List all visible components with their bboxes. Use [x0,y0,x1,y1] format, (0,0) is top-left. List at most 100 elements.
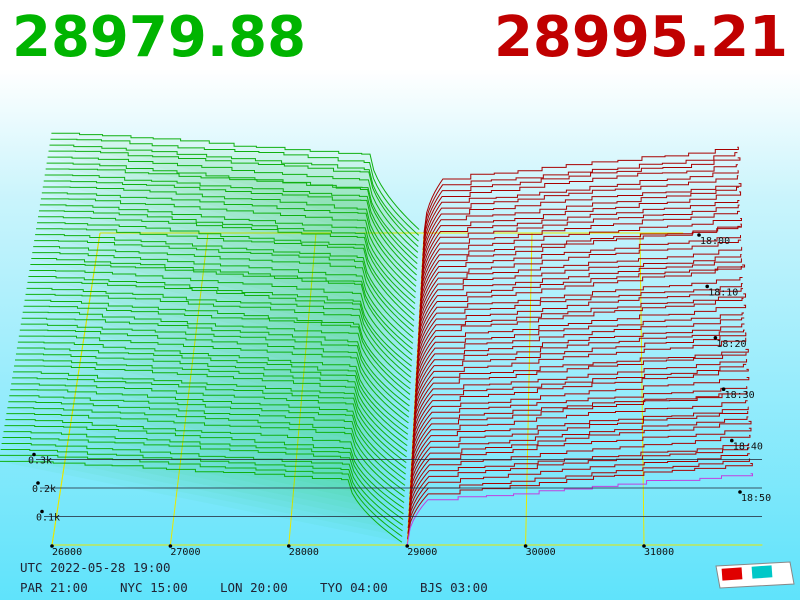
depth-label: 0.1k [36,513,60,524]
ask-depth-line [416,276,743,358]
bid-depth-line [11,383,407,469]
bid-depth-line [3,431,404,515]
ask-depth-line [410,400,748,478]
bid-depth-line [51,132,420,230]
ask-depth-line [417,264,746,347]
ask-depth-line [418,253,742,336]
depth-lines [0,132,754,546]
ask-depth-line [423,152,738,239]
time-tick [713,336,718,340]
ask-depth-line [413,337,747,421]
price-grid-line [169,232,209,546]
ask-depth-line [416,283,743,364]
ask-depth-line [418,246,743,330]
bid-depth-line [12,377,407,464]
bid-depth-line [49,144,419,242]
zone-time: NYC 15:00 [120,580,188,595]
ask-depth-line [415,293,747,375]
price-tick [287,544,291,548]
bid-depth-line [8,401,406,486]
ask-depth-line [410,391,748,472]
time-label: 18:30 [725,390,755,401]
bid-depth-line [15,353,408,441]
bid-depth-line [20,323,410,412]
price-tick [523,544,528,548]
ask-depth-line [409,420,752,500]
ask-depth-line [419,218,742,302]
bid-depth-line [0,460,403,543]
bid-depth-line [36,228,415,321]
time-tick [697,233,701,237]
ask-depth-line [423,146,739,234]
ask-depth-line [417,266,743,353]
bid-depth-line [43,180,417,276]
bid-depth-line [42,186,417,282]
price-label: 28000 [289,547,319,558]
bid-depth-line [9,395,406,481]
bid-depth-line [44,174,418,270]
ask-depth-line [407,458,751,534]
ask-depth-line [420,204,740,290]
zone-time: TYO 04:00 [320,580,388,595]
ask-depth-line [409,416,749,495]
ask-depth-line [408,434,751,512]
bid-depth-line [37,222,415,316]
bid-depth-line [0,448,403,532]
ask-depth-line [422,157,741,245]
bid-depth-line [40,198,417,293]
ask-depth-line [420,210,740,296]
price-tick [642,544,646,548]
ask-depth-line [421,186,739,273]
ask-depth-line [416,288,744,370]
ask-depth-line [421,191,742,279]
ask-depth-line [406,473,754,546]
bid-depth-line [16,347,409,435]
ask-depth-line [412,359,748,438]
bid-depth-line [41,192,417,287]
bid-depth-line [32,252,414,344]
bid-depth-line [35,234,415,327]
price-grid-line [288,232,317,546]
price-tick [405,544,410,548]
time-label: 18:00 [700,236,730,247]
price-label: 31000 [644,547,674,558]
ask-depth-line [412,352,747,432]
bid-depth-line [47,156,419,253]
bid-depth-line [39,204,416,299]
ask-depth-line [411,385,748,460]
ask-depth-line [410,391,748,466]
bid-depth-line [6,413,405,498]
ask-depth-line [411,377,750,455]
bid-depth-line [19,329,410,418]
bid-depth-line [48,150,419,247]
bid-depth-line [15,359,408,447]
ask-depth-line [413,348,749,426]
ask-depth-line [415,304,747,387]
ask-depth-line [420,199,740,285]
bid-depth-line [28,275,412,367]
ask-depth-line [412,363,747,443]
bid-depth-line [2,437,404,520]
depth-label: 0.3k [28,456,52,467]
time-label: 18:50 [741,493,771,504]
ask-depth-line [418,234,741,319]
bid-depth-line [14,365,408,452]
bid-depth-line [23,305,411,395]
time-tick [705,284,709,289]
bid-depth-line [27,281,412,373]
price-label: 30000 [526,547,556,558]
price-grid-line [525,232,533,546]
bid-depth-line [45,168,418,265]
bid-depth-line [4,425,405,509]
ask-depth-line [410,406,749,483]
depth-tick [32,452,36,457]
bid-depth-line [29,269,413,361]
ask-depth-line [417,258,742,341]
time-tick [730,438,734,443]
depth-tick [36,481,40,485]
zone-time: BJS 03:00 [420,580,488,595]
ask-depth-line [413,332,747,415]
price-grid-line [51,232,101,546]
bid-depth-line [46,162,418,259]
